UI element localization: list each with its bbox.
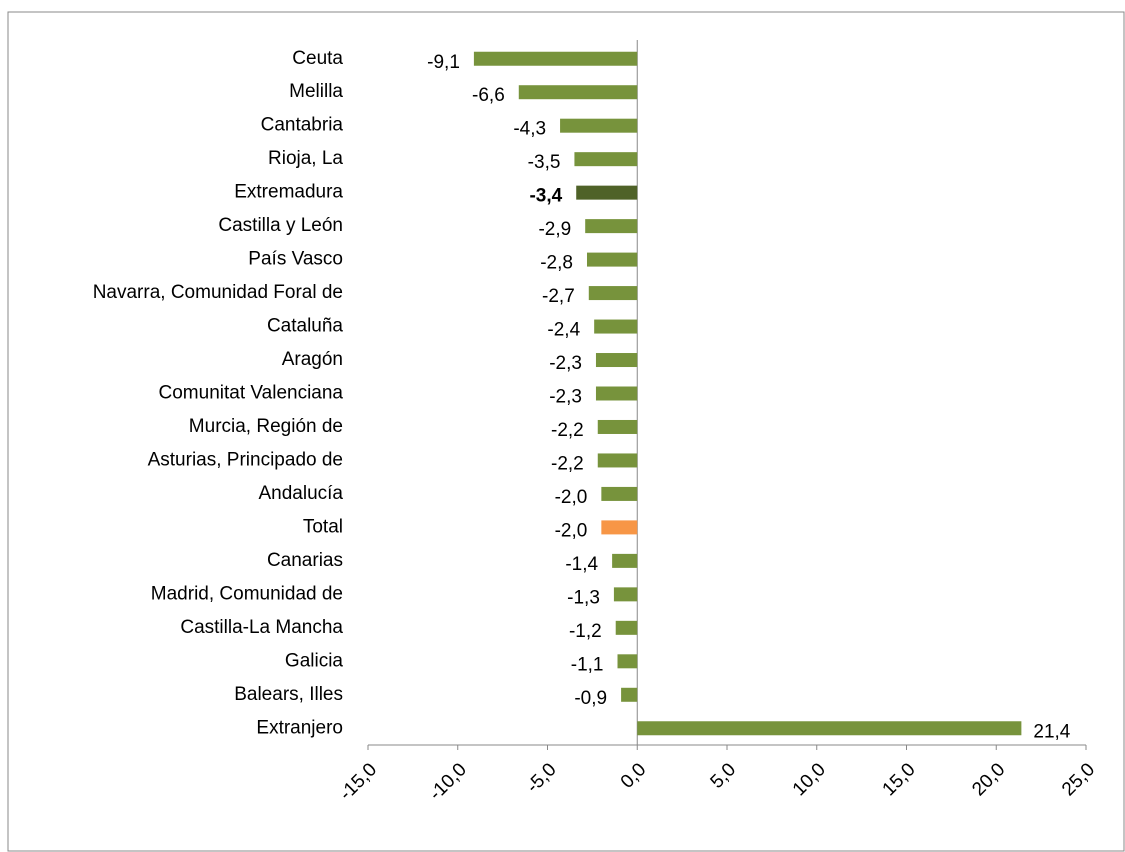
bar <box>601 520 638 535</box>
y-tick-label: Cantabria <box>261 115 344 136</box>
y-tick-label: Asturias, Principado de <box>148 449 343 470</box>
bar <box>560 118 638 133</box>
value-label: -2,2 <box>551 453 584 474</box>
y-tick-label: Castilla-La Mancha <box>180 617 343 638</box>
value-label: -1,2 <box>569 621 602 642</box>
y-tick-label: Melilla <box>289 81 343 102</box>
y-tick-label: Murcia, Región de <box>189 416 343 437</box>
y-tick-label: Comunitat Valenciana <box>159 383 344 404</box>
y-tick-label: Navarra, Comunidad Foral de <box>93 282 343 303</box>
bar <box>518 85 638 100</box>
value-label: -2,0 <box>555 520 588 541</box>
y-tick-label: Cataluña <box>267 316 343 337</box>
value-label: -1,3 <box>567 587 600 608</box>
bar <box>612 553 638 568</box>
value-label: -6,6 <box>472 85 505 106</box>
value-label: -1,1 <box>571 654 604 675</box>
value-label: -2,3 <box>549 387 582 408</box>
value-label: -3,4 <box>529 186 562 207</box>
value-label: -2,2 <box>551 420 584 441</box>
value-label: 21,4 <box>1033 721 1070 742</box>
y-tick-label: Galicia <box>285 650 344 671</box>
y-tick-label: Rioja, La <box>268 148 343 169</box>
y-tick-label: Andalucía <box>258 483 343 504</box>
value-label: -2,0 <box>555 487 588 508</box>
y-tick-label: Aragón <box>282 349 343 370</box>
value-label: -0,9 <box>574 688 607 709</box>
bar <box>595 386 638 401</box>
bar <box>576 185 638 200</box>
y-tick-label: País Vasco <box>248 249 343 270</box>
y-tick-label: Canarias <box>267 550 343 571</box>
value-label: -4,3 <box>513 119 546 140</box>
bar <box>613 587 638 602</box>
value-label: -2,9 <box>538 219 571 240</box>
bar <box>597 419 638 434</box>
bar <box>594 319 638 334</box>
bar <box>586 252 638 267</box>
y-tick-label: Extranjero <box>256 717 343 738</box>
bar <box>574 152 638 167</box>
bar <box>621 687 638 702</box>
bar <box>617 654 638 669</box>
y-tick-label: Balears, Illes <box>234 684 343 705</box>
value-label: -3,5 <box>528 152 561 173</box>
bar <box>585 219 638 234</box>
bar <box>615 620 638 635</box>
bar <box>588 286 638 301</box>
chart-frame <box>7 11 1125 852</box>
y-tick-label: Madrid, Comunidad de <box>151 583 343 604</box>
value-label: -2,7 <box>542 286 575 307</box>
bar <box>601 486 638 501</box>
y-tick-label: Extremadura <box>234 182 343 203</box>
bar <box>597 453 638 468</box>
value-label: -9,1 <box>427 52 460 73</box>
y-tick-label: Ceuta <box>292 48 343 69</box>
y-tick-label: Total <box>303 516 343 537</box>
value-label: -1,4 <box>565 554 598 575</box>
value-label: -2,3 <box>549 353 582 374</box>
value-label: -2,8 <box>540 253 573 274</box>
value-label: -2,4 <box>547 320 580 341</box>
bar <box>473 51 638 66</box>
y-tick-label: Castilla y León <box>218 215 343 236</box>
bar <box>595 353 638 368</box>
bar <box>637 721 1022 736</box>
